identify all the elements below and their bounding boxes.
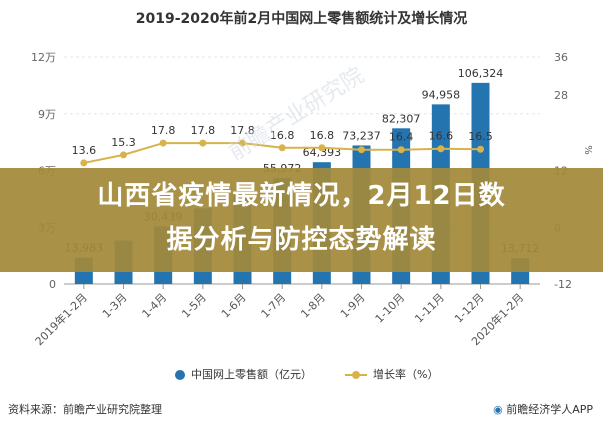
growth-point-3 bbox=[199, 139, 207, 147]
legend-bar-icon bbox=[175, 370, 185, 380]
y-left-tick-label: 12万 bbox=[31, 51, 56, 64]
bar-value-label: 106,324 bbox=[458, 67, 504, 80]
chart-title: 2019-2020年前2月中国网上零售额统计及增长情况 bbox=[135, 11, 468, 27]
legend-line-icon bbox=[345, 371, 367, 379]
y-right-tick-label: 28 bbox=[554, 89, 568, 102]
headline-line-2: 据分析与防控态势解读 bbox=[166, 225, 437, 255]
x-tick-label: 1-7月 bbox=[259, 291, 289, 321]
bar-value-label: 82,307 bbox=[382, 112, 421, 125]
growth-point-1 bbox=[120, 151, 127, 159]
line-value-label: 16.5 bbox=[468, 130, 493, 143]
x-tick-label: 1-8月 bbox=[298, 291, 328, 321]
y-right-tick-label: -12 bbox=[554, 278, 572, 291]
growth-point-2 bbox=[159, 139, 167, 147]
legend-bar-label: 中国网上零售额（亿元） bbox=[191, 368, 312, 381]
growth-point-8 bbox=[397, 146, 405, 154]
bar-value-label: 94,958 bbox=[422, 88, 461, 101]
growth-point-0 bbox=[80, 159, 88, 167]
watermark: 前瞻产业研究院 bbox=[225, 63, 369, 166]
line-value-label: 16.4 bbox=[389, 131, 414, 144]
line-value-label: 17.8 bbox=[191, 124, 216, 137]
x-tick-label: 1-9月 bbox=[338, 291, 368, 321]
x-tick-label: 1-10月 bbox=[373, 291, 408, 326]
y-left-tick-label: 9万 bbox=[38, 108, 56, 121]
line-value-label: 16.6 bbox=[429, 130, 454, 143]
growth-point-5 bbox=[278, 144, 286, 152]
x-tick-label: 1-11月 bbox=[412, 291, 447, 326]
growth-point-9 bbox=[437, 145, 445, 153]
source-app-label: 前瞻经济学人APP bbox=[506, 403, 593, 416]
x-tick-label: 1-5月 bbox=[179, 291, 209, 321]
line-value-label: 15.3 bbox=[111, 136, 136, 149]
growth-point-7 bbox=[358, 146, 365, 154]
headline-line-1: 山西省疫情最新情况，2月12日数 bbox=[97, 181, 506, 211]
line-value-label: 16.8 bbox=[270, 129, 295, 142]
headline-banner: 山西省疫情最新情况，2月12日数 据分析与防控态势解读 bbox=[0, 168, 603, 272]
x-tick-label: 1-4月 bbox=[140, 291, 170, 321]
y-right-axis-title: % bbox=[582, 145, 593, 155]
x-tick-label: 1-3月 bbox=[100, 291, 130, 321]
y-left-tick-label: 0 bbox=[49, 278, 56, 291]
source-app: ◉ 前瞻经济学人APP bbox=[493, 401, 593, 417]
x-tick-label: 2019年1-2月 bbox=[32, 290, 90, 348]
bar-value-label: 73,237 bbox=[342, 129, 381, 142]
app-logo-icon: ◉ bbox=[493, 403, 507, 416]
headline-text: 山西省疫情最新情况，2月12日数 据分析与防控态势解读 bbox=[0, 174, 603, 262]
x-tick-label: 1-6月 bbox=[219, 291, 249, 321]
legend-item-line: 增长率（%） bbox=[345, 366, 438, 382]
line-value-label: 16.8 bbox=[310, 129, 335, 142]
y-right-tick-label: 36 bbox=[554, 51, 568, 64]
source-note: 资料来源：前瞻产业研究院整理 bbox=[8, 403, 162, 416]
legend-item-bars: 中国网上零售额（亿元） bbox=[175, 366, 312, 382]
growth-point-6 bbox=[318, 144, 326, 152]
bar-value-label: 64,393 bbox=[303, 146, 342, 159]
line-value-label: 17.8 bbox=[230, 124, 255, 137]
line-value-label: 17.8 bbox=[151, 124, 176, 137]
x-tick-label: 1-12月 bbox=[452, 291, 487, 326]
line-value-label: 13.6 bbox=[72, 144, 97, 157]
legend-line-label: 增长率（%） bbox=[373, 368, 439, 381]
growth-point-10 bbox=[477, 145, 484, 153]
growth-point-4 bbox=[239, 139, 246, 147]
